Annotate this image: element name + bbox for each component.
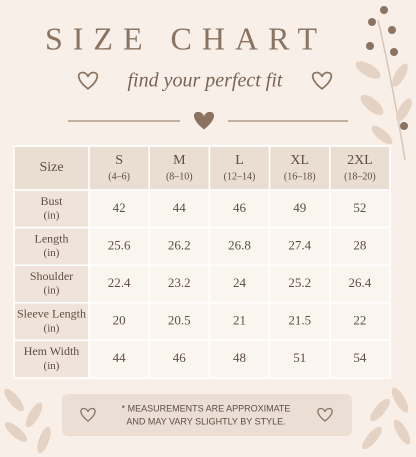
measurement-value: 26.8 bbox=[228, 237, 251, 252]
measurement-value: 20.5 bbox=[168, 313, 191, 328]
measure-label: Hem Width bbox=[24, 344, 80, 358]
header-label: Size bbox=[39, 160, 63, 175]
measurement-value: 26.2 bbox=[168, 237, 191, 252]
measurement-value: 46 bbox=[233, 200, 247, 215]
value-cell bbox=[329, 226, 391, 266]
header-cell bbox=[13, 145, 90, 191]
value-cell bbox=[88, 302, 150, 342]
unit-label: (in) bbox=[44, 247, 60, 259]
size-range: (16–18) bbox=[284, 171, 316, 182]
measurement-value: 52 bbox=[353, 200, 366, 215]
measure-label: Bust bbox=[40, 194, 63, 208]
heart-icon bbox=[80, 407, 96, 422]
title: SIZE CHART bbox=[45, 20, 327, 56]
size-label: 2XL bbox=[347, 153, 373, 168]
measurement-value: 48 bbox=[233, 350, 246, 365]
measurement-value: 26.4 bbox=[349, 275, 372, 290]
note-box bbox=[62, 394, 352, 436]
measurement-value: 27.4 bbox=[288, 237, 311, 252]
size-range: (12–14) bbox=[224, 171, 256, 182]
value-cell bbox=[329, 302, 391, 342]
heart-icon bbox=[193, 111, 215, 130]
measure-label: Sleeve Length bbox=[17, 307, 86, 321]
unit-label: (in) bbox=[44, 285, 60, 297]
measurement-value: 44 bbox=[173, 200, 187, 215]
heart-icon bbox=[77, 71, 99, 90]
measurement-value: 23.2 bbox=[168, 275, 191, 290]
decor-top-right bbox=[355, 6, 412, 161]
unit-label: (in) bbox=[44, 360, 60, 372]
measurement-value: 49 bbox=[293, 200, 306, 215]
unit-label: (in) bbox=[44, 210, 60, 222]
measurement-value: 42 bbox=[113, 200, 126, 215]
measurement-value: 51 bbox=[293, 350, 306, 365]
note-line: * MEASUREMENTS ARE APPROXIMATE bbox=[122, 403, 291, 413]
size-range: (18–20) bbox=[344, 171, 376, 182]
header-cell bbox=[268, 145, 331, 191]
value-cell bbox=[148, 189, 211, 229]
header-cell bbox=[148, 145, 211, 191]
row-label-cell bbox=[13, 189, 90, 229]
measure-label: Shoulder bbox=[30, 269, 73, 283]
size-label: XL bbox=[290, 153, 309, 168]
value-cell bbox=[88, 264, 150, 304]
measurement-value: 22 bbox=[353, 313, 366, 328]
size-range: (8–10) bbox=[166, 171, 193, 182]
value-cell bbox=[208, 226, 271, 266]
measurement-value: 54 bbox=[353, 350, 367, 365]
value-cell bbox=[268, 189, 331, 229]
value-cell bbox=[208, 189, 271, 229]
measurement-value: 25.6 bbox=[108, 237, 131, 252]
heart-icon bbox=[311, 71, 333, 90]
measurement-value: 46 bbox=[173, 350, 187, 365]
subtitle: find your perfect fit bbox=[128, 70, 283, 92]
value-cell bbox=[148, 302, 211, 342]
size-label: S bbox=[115, 153, 123, 168]
measurement-value: 44 bbox=[113, 350, 127, 365]
measurement-value: 25.2 bbox=[288, 275, 311, 290]
value-cell bbox=[329, 189, 391, 229]
heart-icon bbox=[317, 407, 333, 422]
value-cell bbox=[208, 302, 271, 342]
measurement-value: 28 bbox=[353, 237, 366, 252]
measurement-value: 21 bbox=[233, 313, 246, 328]
measurement-value: 20 bbox=[113, 313, 126, 328]
size-table: Size S (4–6) M (8–10) L (12–14) XL (16–18) 2XL (18… bbox=[13, 145, 391, 379]
size-label: M bbox=[173, 153, 186, 168]
value-cell bbox=[329, 264, 391, 304]
size-range: (4–6) bbox=[108, 171, 130, 182]
header-cell bbox=[329, 145, 391, 191]
value-cell bbox=[208, 339, 271, 379]
row-label-cell bbox=[13, 264, 90, 304]
decor-bottom bbox=[4, 387, 411, 454]
measurement-value: 22.4 bbox=[108, 275, 131, 290]
value-cell bbox=[148, 226, 211, 266]
size-label: L bbox=[235, 153, 244, 168]
note-line: AND MAY VARY SLIGHTLY BY STYLE. bbox=[126, 416, 285, 426]
value-cell bbox=[148, 339, 211, 379]
measure-label: Length bbox=[35, 231, 69, 245]
value-cell bbox=[329, 339, 391, 379]
unit-label: (in) bbox=[44, 322, 60, 334]
measurement-value: 24 bbox=[233, 275, 247, 290]
measurement-value: 21.5 bbox=[288, 313, 311, 328]
